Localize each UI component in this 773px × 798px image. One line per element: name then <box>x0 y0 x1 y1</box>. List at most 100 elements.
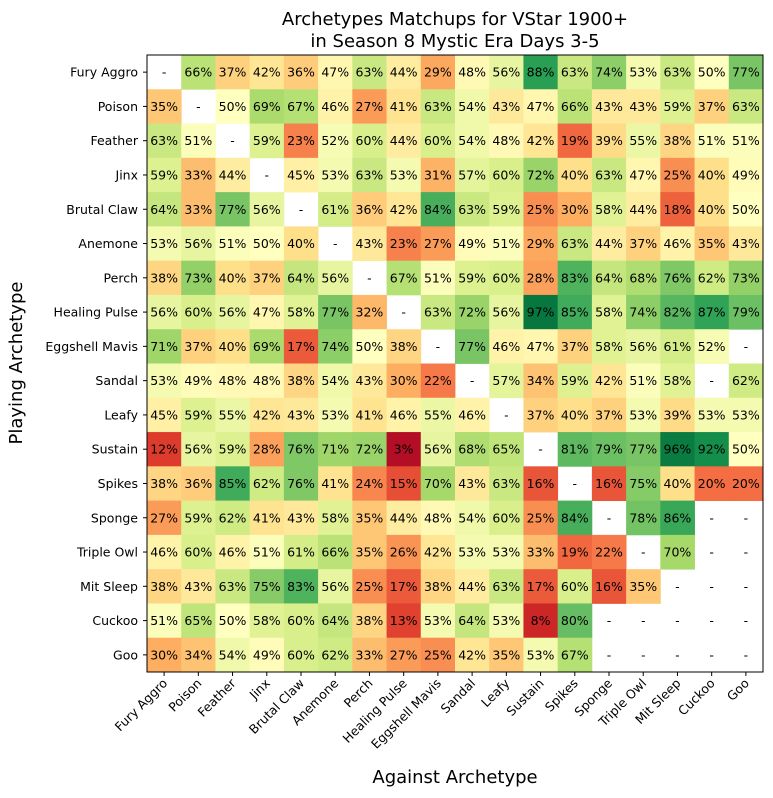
cell-value-label: 63% <box>561 65 589 80</box>
cell-value-label: 60% <box>184 305 212 320</box>
heatmap-cell <box>660 226 695 262</box>
heatmap-cell <box>660 466 695 502</box>
cell-value-label: 64% <box>150 202 178 217</box>
cell-value-label: 50% <box>219 99 247 114</box>
cell-value-label: 60% <box>492 510 520 525</box>
heatmap-cell <box>626 432 661 467</box>
cell-value-label: 49% <box>253 647 281 662</box>
heatmap-cell <box>523 329 559 364</box>
heatmap-cell <box>591 55 627 90</box>
cell-value-label: - <box>675 579 680 594</box>
cell-value-label: 81% <box>561 442 589 457</box>
cell-value-label: 36% <box>356 202 384 217</box>
heatmap-cell <box>283 637 319 673</box>
cell-value-label: 34% <box>184 647 212 662</box>
cell-value-label: 54% <box>219 647 247 662</box>
row-tick-label: Jinx <box>115 167 138 182</box>
cell-value-label: 15% <box>390 476 418 491</box>
cell-value-label: 75% <box>253 579 281 594</box>
cell-value-label: 33% <box>527 545 555 560</box>
cell-value-label: 27% <box>356 99 384 114</box>
heatmap-cell <box>386 157 422 193</box>
cell-value-label: 92% <box>698 442 726 457</box>
cell-value-label: 23% <box>390 236 418 251</box>
cell-value-label: 49% <box>184 373 212 388</box>
cell-value-label: - <box>196 99 201 114</box>
cell-value-label: - <box>709 579 714 594</box>
cell-value-label: 33% <box>184 202 212 217</box>
heatmap-cell <box>249 466 285 502</box>
cell-value-label: 25% <box>424 647 452 662</box>
heatmap-cell <box>249 260 285 296</box>
cell-value-label: 58% <box>287 305 315 320</box>
cell-value-label: 38% <box>356 613 384 628</box>
heatmap-cell <box>523 397 559 433</box>
cell-value-label: 85% <box>561 305 589 320</box>
cell-value-label: 33% <box>356 647 384 662</box>
heatmap-cell <box>694 466 730 502</box>
cell-value-label: - <box>709 373 714 388</box>
heatmap-cell <box>591 432 627 467</box>
heatmap-cell <box>147 226 182 262</box>
heatmap-cell <box>626 157 661 193</box>
cell-value-label: 44% <box>390 510 418 525</box>
cell-value-label: 19% <box>561 545 589 560</box>
cell-value-label: 51% <box>698 133 726 148</box>
heatmap-cell <box>249 569 285 604</box>
heatmap-cell <box>489 569 524 604</box>
cell-value-label: 63% <box>356 167 384 182</box>
cell-value-label: 42% <box>527 133 555 148</box>
heatmap-cell <box>215 466 251 502</box>
cell-value-label: 53% <box>732 407 760 422</box>
heatmap-cell <box>386 432 422 467</box>
heatmap-cell <box>660 500 695 536</box>
heatmap-cell <box>694 55 730 90</box>
cell-value-label: 70% <box>664 545 692 560</box>
heatmap-cell <box>215 226 251 262</box>
heatmap-cell <box>352 192 387 227</box>
heatmap-cell <box>318 294 353 330</box>
heatmap-cell <box>557 637 593 673</box>
cell-value-label: 16% <box>595 476 623 491</box>
cell-value-label: 17% <box>287 339 315 354</box>
cell-value-label: 59% <box>458 270 486 285</box>
cell-value-label: 62% <box>321 647 349 662</box>
cell-value-label: 35% <box>629 579 657 594</box>
heatmap-cell <box>455 500 490 536</box>
heatmap-cell <box>215 157 251 193</box>
cell-value-label: 63% <box>492 476 520 491</box>
heatmap-cell <box>386 397 422 433</box>
heatmap-cell <box>215 637 251 673</box>
cell-value-label: 63% <box>595 167 623 182</box>
cell-value-label: 44% <box>629 202 657 217</box>
cell-value-label: 19% <box>561 133 589 148</box>
heatmap-cell <box>215 432 251 467</box>
row-tick-label: Triple Owl <box>76 545 138 560</box>
cell-value-label: 40% <box>698 202 726 217</box>
cell-value-label: 59% <box>253 133 281 148</box>
cell-value-label: 78% <box>629 510 657 525</box>
cell-value-label: 61% <box>664 339 692 354</box>
cell-value-label: 53% <box>424 613 452 628</box>
heatmap-cell <box>455 89 490 124</box>
cell-value-label: 44% <box>390 65 418 80</box>
chart-subtitle: in Season 8 Mystic Era Days 3-5 <box>310 31 599 52</box>
heatmap-cell <box>523 226 559 262</box>
heatmap-cell <box>591 123 627 159</box>
heatmap-cell <box>626 294 661 330</box>
cell-value-label: 53% <box>321 407 349 422</box>
heatmap-cell <box>386 534 422 570</box>
heatmap-cell <box>523 55 559 90</box>
heatmap-cell <box>352 534 387 570</box>
cell-value-label: 53% <box>321 167 349 182</box>
heatmap-cell <box>147 329 182 364</box>
heatmap-cell <box>523 89 559 124</box>
heatmap-cell <box>660 157 695 193</box>
cell-value-label: 42% <box>424 545 452 560</box>
heatmap-cell <box>523 294 559 330</box>
heatmap-cell <box>352 637 387 673</box>
heatmap-cell <box>249 603 285 639</box>
heatmap-cell <box>318 534 353 570</box>
cell-value-label: 88% <box>527 65 555 80</box>
